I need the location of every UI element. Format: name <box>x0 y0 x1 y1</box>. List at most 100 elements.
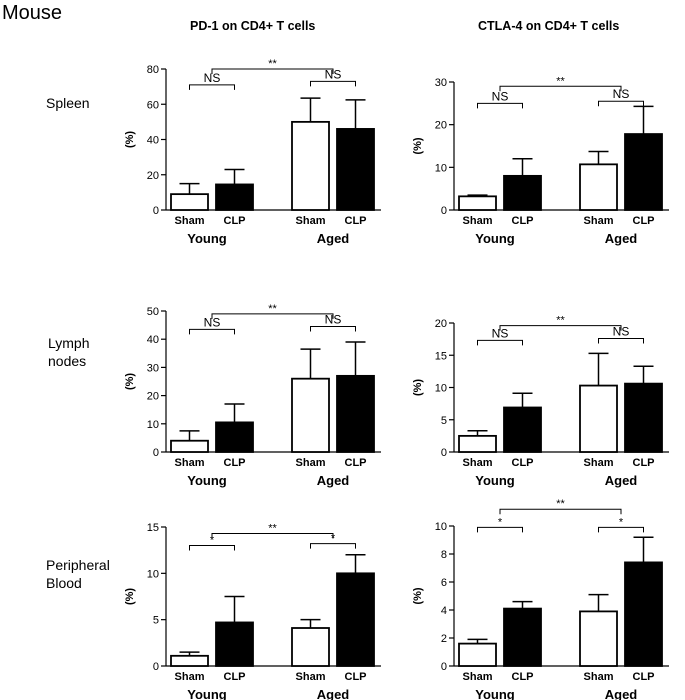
ctla4-blood-significance-label-2: ** <box>556 498 565 510</box>
pd1-spleen-bracket-1 <box>310 80 356 87</box>
ctla4-lymph-bar-2 <box>579 384 618 453</box>
ctla4-spleen-y-tick-label-0: 0 <box>441 205 447 217</box>
ctla4-lymph-bracket-2 <box>499 325 622 331</box>
pd1-lymph-y-tick-label-3: 30 <box>147 362 159 374</box>
pd1-blood-significance-label-2: ** <box>268 522 277 534</box>
ctla4-lymph-bar-3 <box>624 382 663 453</box>
ctla4-spleen-bar-2 <box>579 163 618 211</box>
pd1-spleen-y-tick-label-3: 60 <box>147 99 159 111</box>
pd1-spleen-y-tick-label-4: 80 <box>147 64 159 76</box>
pd1-lymph-group-label-0: Young <box>187 473 227 488</box>
pd1-lymph-y-tick-label-0: 0 <box>153 447 159 459</box>
pd1-blood-bar-2 <box>291 627 330 667</box>
ctla4-blood-y-tick-label-4: 8 <box>441 549 447 561</box>
pd1-lymph-significance-label-1: NS <box>325 313 342 327</box>
ctla4-spleen-bracket-1 <box>598 100 644 107</box>
ctla4-spleen-bar-3 <box>624 133 663 211</box>
pd1-lymph-y-tick-label-2: 20 <box>147 391 159 403</box>
pd1-lymph-bar-1 <box>215 421 254 453</box>
pd1-lymph-bracket-0 <box>189 328 235 335</box>
pd1-spleen-bar-0 <box>170 193 209 211</box>
pd1-spleen-bar-1 <box>215 183 254 211</box>
ctla4-lymph-y-tick-label-1: 5 <box>441 415 447 427</box>
pd1-blood-category-label-1: CLP <box>224 671 246 683</box>
ctla4-blood-group-label-0: Young <box>475 687 515 700</box>
ctla4-blood-y-tick-label-3: 6 <box>441 577 447 589</box>
pd1-blood-y-tick-label-3: 15 <box>147 522 159 534</box>
pd1-lymph-bar-0 <box>170 439 209 453</box>
ctla4-lymph-bar-1 <box>503 406 542 453</box>
pd1-blood-bar-3 <box>336 572 375 667</box>
ctla4-lymph-group-label-1: Aged <box>605 473 638 488</box>
pd1-lymph-y-tick-label-5: 50 <box>147 306 159 318</box>
row-label-lymph-line2: nodes <box>48 353 87 369</box>
ctla4-spleen-category-label-1: CLP <box>512 215 534 227</box>
pd1-blood-y-tick-label-0: 0 <box>153 661 159 673</box>
ctla4-blood-bar-2 <box>579 610 618 667</box>
pd1-spleen-significance-label-1: NS <box>325 67 342 81</box>
pd1-spleen-bracket-0 <box>189 84 235 90</box>
pd1-blood-category-label-2: Sham <box>296 671 326 683</box>
pd1-lymph-category-label-2: Sham <box>296 457 326 469</box>
ctla4-spleen-bracket-0 <box>477 102 523 109</box>
ctla4-lymph-group-label-0: Young <box>475 473 515 488</box>
ctla4-spleen-y-label: (%) <box>412 137 424 154</box>
pd1-blood-y-label: (%) <box>124 588 136 605</box>
ctla4-spleen-category-label-0: Sham <box>463 215 493 227</box>
row-label-spleen-line: Spleen <box>46 95 90 111</box>
pd1-lymph-category-label-1: CLP <box>224 457 246 469</box>
pd1-spleen-bracket-2 <box>211 68 334 74</box>
pd1-blood-bracket-2 <box>211 532 334 539</box>
ctla4-spleen-y-tick-label-2: 20 <box>435 120 447 132</box>
ctla4-blood-bracket-2 <box>499 508 622 515</box>
pd1-blood-y-tick-label-2: 10 <box>147 568 159 580</box>
ctla4-spleen-significance-label-0: NS <box>492 89 509 103</box>
pd1-spleen-significance-label-0: NS <box>204 71 221 85</box>
ctla4-spleen-y-tick-label-1: 10 <box>435 162 447 174</box>
pd1-spleen-bar-3 <box>336 128 375 211</box>
row-label-lymph-nodes: Lymph nodes <box>48 334 90 370</box>
pd1-lymph-y-tick-label-1: 10 <box>147 419 159 431</box>
ctla4-spleen-category-label-2: Sham <box>584 215 614 227</box>
pd1-blood-category-label-0: Sham <box>175 671 205 683</box>
pd1-spleen-group-label-0: Young <box>187 231 227 246</box>
ctla4-lymph-category-label-3: CLP <box>633 457 655 469</box>
ctla4-blood-significance-label-0: * <box>498 516 503 528</box>
figure-species-label: Mouse <box>2 2 63 24</box>
pd1-lymph-category-label-3: CLP <box>345 457 367 469</box>
ctla4-lymph-bracket-0 <box>477 339 523 346</box>
pd1-blood-bar-0 <box>170 654 209 667</box>
row-label-peripheral-blood: Peripheral Blood <box>46 556 110 592</box>
pd1-spleen-category-label-0: Sham <box>175 215 205 227</box>
pd1-lymph-significance-label-2: ** <box>268 303 277 315</box>
ctla4-lymph-y-tick-label-4: 20 <box>435 318 447 330</box>
pd1-spleen-y-tick-label-1: 20 <box>147 170 159 182</box>
pd1-spleen-group-label-1: Aged <box>317 231 350 246</box>
ctla4-blood-y-tick-label-2: 4 <box>441 605 447 617</box>
row-label-lymph-line1: Lymph <box>48 335 90 351</box>
ctla4-blood-bar-0 <box>458 642 497 667</box>
pd1-lymph-bracket-2 <box>211 313 334 319</box>
ctla4-blood-y-tick-label-1: 2 <box>441 633 447 645</box>
ctla4-blood-category-label-0: Sham <box>463 671 493 683</box>
ctla4-blood-category-label-2: Sham <box>584 671 614 683</box>
ctla4-lymph-bracket-1 <box>598 337 644 344</box>
ctla4-lymph-category-label-2: Sham <box>584 457 614 469</box>
ctla4-blood-bar-3 <box>624 561 663 667</box>
pd1-spleen-bar-2 <box>291 120 330 211</box>
pd1-spleen-y-tick-label-2: 40 <box>147 135 159 147</box>
ctla4-lymph-y-label: (%) <box>412 379 424 396</box>
pd1-spleen-significance-label-2: ** <box>268 58 277 70</box>
pd1-lymph-bracket-1 <box>310 326 356 332</box>
ctla4-spleen-y-tick-label-3: 30 <box>435 77 447 89</box>
ctla4-spleen-group-label-1: Aged <box>605 231 638 246</box>
ctla4-blood-y-tick-label-5: 10 <box>435 521 447 533</box>
ctla4-blood-bar-1 <box>503 607 542 667</box>
pd1-spleen-category-label-1: CLP <box>224 215 246 227</box>
pd1-blood-bracket-1 <box>310 543 356 549</box>
ctla4-blood-group-label-1: Aged <box>605 687 638 700</box>
row-label-blood-line2: Blood <box>46 575 82 591</box>
ctla4-lymph-significance-label-0: NS <box>492 326 509 340</box>
column-title-ctla4: CTLA-4 on CD4+ T cells <box>478 19 620 33</box>
